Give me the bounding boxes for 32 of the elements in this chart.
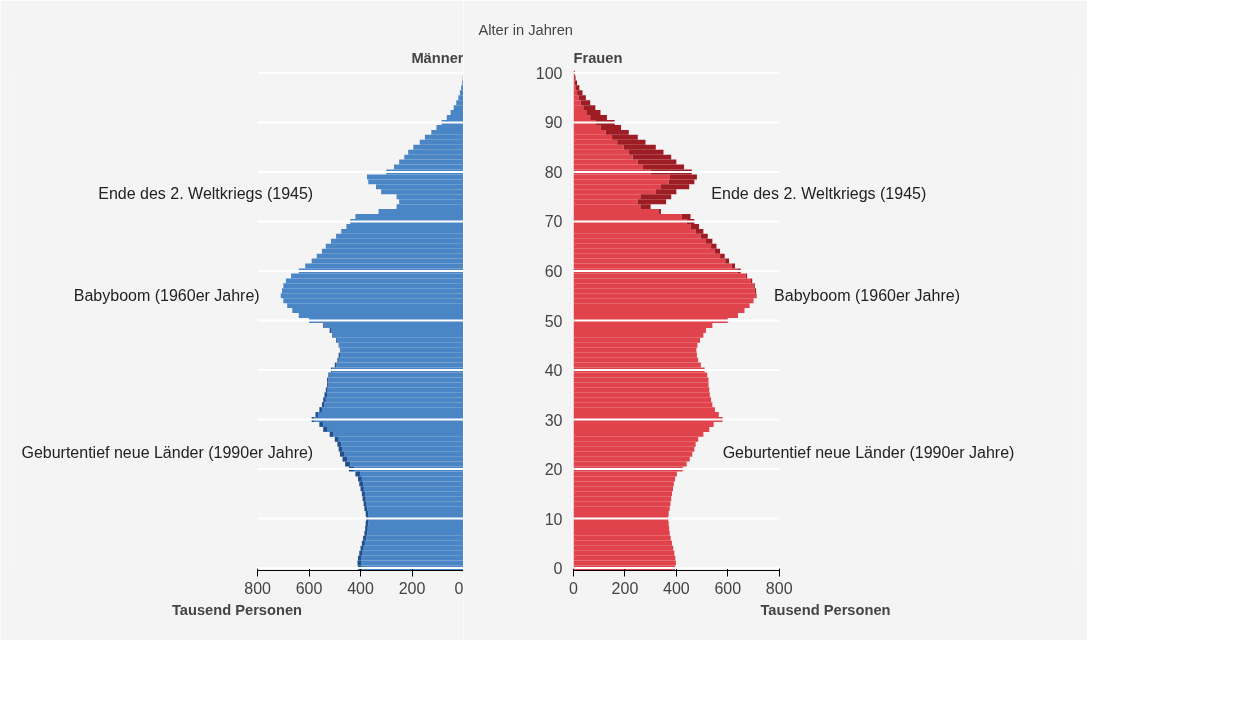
x-axis-title: Tausend Personen — [171, 601, 303, 618]
y-tick-label: 50 — [544, 312, 563, 330]
y-tick-label: 100 — [535, 64, 563, 82]
annotation: Babyboom (1960er Jahre) — [73, 287, 260, 305]
y-tick-label: 40 — [544, 362, 563, 379]
y-tick-label: 70 — [544, 213, 563, 231]
x-tick-label: 600 — [714, 579, 742, 597]
chart-title: Männer — [411, 49, 464, 66]
y-tick-label: 30 — [544, 411, 563, 429]
y-tick-label: 10 — [544, 510, 563, 528]
annotation: Ende des 2. Weltkriegs (1945) — [98, 184, 314, 202]
annotation: Ende des 2. Weltkriegs (1945) — [711, 184, 927, 202]
annotation: Geburtentief neue Länder (1990er Jahre) — [21, 444, 314, 462]
x-tick-label: 800 — [765, 579, 793, 597]
y-tick-label: 60 — [544, 263, 563, 280]
x-tick-label: 400 — [663, 579, 690, 597]
y-tick-label: 0 — [553, 560, 563, 578]
x-tick-label: 0 — [569, 579, 579, 597]
y-tick-label: 90 — [544, 114, 563, 132]
x-tick-label: 600 — [295, 579, 323, 597]
x-tick-label: 200 — [611, 579, 639, 597]
annotation: Babyboom (1960er Jahre) — [774, 287, 960, 305]
x-tick-label: 800 — [244, 579, 272, 597]
x-tick-label: 400 — [347, 579, 374, 597]
y-tick-label: 80 — [544, 163, 563, 181]
y-axis-title: Alter in Jahren — [478, 21, 573, 38]
y-tick-label: 20 — [544, 461, 563, 479]
x-axis-title: Tausend Personen — [760, 601, 891, 618]
x-tick-label: 0 — [454, 579, 464, 597]
annotation: Geburtentief neue Länder (1990er Jahre) — [722, 444, 1015, 462]
chart-title: Frauen — [573, 49, 623, 66]
x-tick-label: 200 — [398, 579, 426, 597]
